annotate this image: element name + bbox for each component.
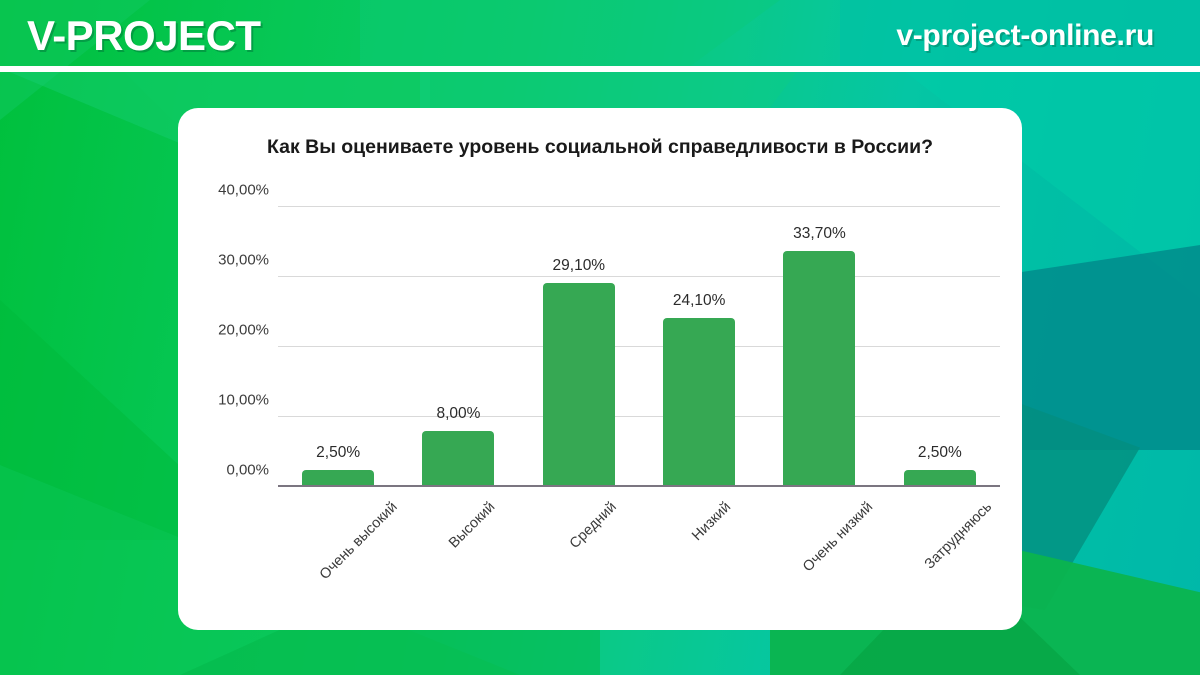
bar-value-label: 8,00% xyxy=(436,405,481,422)
bar-slot: 2,50% xyxy=(278,207,398,487)
x-axis-category-label: Средний xyxy=(566,499,620,552)
x-axis-label-slot: Высокий xyxy=(398,495,518,615)
bar[interactable] xyxy=(422,431,495,487)
gridline xyxy=(278,276,1000,277)
x-axis-category-label: Очень низкий xyxy=(800,499,877,576)
x-axis-category-label: Затрудняюсь xyxy=(921,499,996,573)
bar-value-label: 29,10% xyxy=(552,257,606,275)
bar-slot: 8,00% xyxy=(398,207,518,487)
x-axis-category-label: Низкий xyxy=(689,499,735,545)
bar[interactable] xyxy=(302,469,375,487)
gridline xyxy=(278,416,1000,417)
bar-slot: 2,50% xyxy=(880,207,1000,487)
slide-header: V-PROJECT v-project-online.ru xyxy=(0,0,1200,68)
header-divider xyxy=(0,66,1200,72)
x-axis-line xyxy=(278,485,1000,487)
chart-title: Как Вы оцениваете уровень социальной спр… xyxy=(266,136,934,158)
chart-card: Как Вы оцениваете уровень социальной спр… xyxy=(178,108,1022,630)
bar-series: 2,50% 8,00% 29,10% 24,10% 33,70% 2,50% xyxy=(278,207,1000,487)
bar[interactable] xyxy=(903,469,976,487)
bar-value-label: 24,10% xyxy=(672,292,726,310)
bar[interactable] xyxy=(783,251,856,487)
chart-plot-area: 0,00% 10,00% 20,00% 30,00% 40,00% 2,50% 8,00%… xyxy=(218,182,1000,487)
bar-slot: 24,10% xyxy=(639,207,759,487)
bar-slot: 29,10% xyxy=(519,207,639,487)
bar[interactable] xyxy=(663,318,736,487)
y-axis-tick-label: 40,00% xyxy=(218,181,269,199)
x-axis-label-slot: Средний xyxy=(519,495,639,615)
brand-logo-text: V-PROJECT xyxy=(27,12,261,59)
y-axis-tick-label: 10,00% xyxy=(218,391,269,409)
x-axis-label-slot: Очень низкий xyxy=(759,495,879,615)
x-axis-category-label: Высокий xyxy=(446,499,499,552)
x-axis-category-label: Очень высокий xyxy=(316,499,401,583)
gridline xyxy=(278,346,1000,347)
y-axis-tick-label: 20,00% xyxy=(218,321,269,339)
x-axis-label-slot: Очень высокий xyxy=(278,495,401,615)
bar-value-label: 2,50% xyxy=(917,443,962,461)
x-axis-label-slot: Затрудняюсь xyxy=(880,495,1000,615)
y-axis-tick-label: 30,00% xyxy=(218,251,269,269)
bar-slot: 33,70% xyxy=(759,207,879,487)
bar-value-label: 2,50% xyxy=(316,443,361,461)
y-axis-tick-label: 0,00% xyxy=(226,461,269,479)
bar[interactable] xyxy=(542,283,615,487)
brand-website-url: v-project-online.ru xyxy=(896,19,1154,52)
bar-value-label: 33,70% xyxy=(793,225,846,243)
x-axis-labels: Очень высокий Высокий Средний Низкий Очень н… xyxy=(278,495,1000,615)
gridline xyxy=(278,206,1000,207)
x-axis-label-slot: Низкий xyxy=(639,495,759,615)
